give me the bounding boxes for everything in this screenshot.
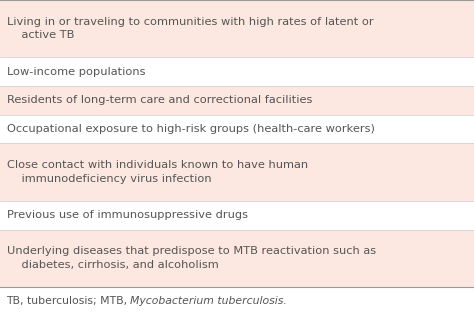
Text: Close contact with individuals known to have human
    immunodeficiency virus in: Close contact with individuals known to …: [7, 160, 308, 184]
Text: TB, tuberculosis; MTB,: TB, tuberculosis; MTB,: [6, 296, 130, 307]
Bar: [0, 0, 474, 58]
Bar: [0, 287, 474, 316]
Bar: [0, 143, 474, 201]
Bar: [0, 115, 474, 143]
Text: Low-income populations: Low-income populations: [7, 67, 146, 77]
Text: Mycobacterium tuberculosis.: Mycobacterium tuberculosis.: [130, 296, 287, 307]
Bar: [0, 201, 474, 229]
Text: Living in or traveling to communities with high rates of latent or
    active TB: Living in or traveling to communities wi…: [7, 17, 374, 40]
Text: Residents of long-term care and correctional facilities: Residents of long-term care and correcti…: [7, 95, 312, 106]
Bar: [0, 229, 474, 287]
Text: Underlying diseases that predispose to MTB reactivation such as
    diabetes, ci: Underlying diseases that predispose to M…: [7, 246, 376, 270]
Text: Occupational exposure to high-risk groups (health-care workers): Occupational exposure to high-risk group…: [7, 124, 375, 134]
Bar: [0, 86, 474, 115]
Text: Previous use of immunosuppressive drugs: Previous use of immunosuppressive drugs: [7, 210, 248, 220]
Bar: [0, 58, 474, 86]
